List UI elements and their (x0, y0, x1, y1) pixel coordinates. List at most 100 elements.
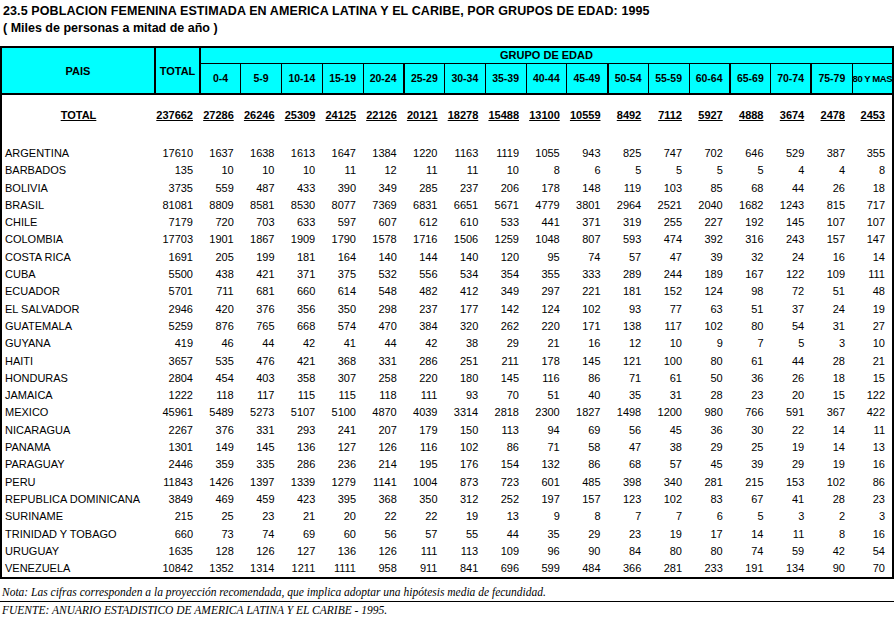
country-value-cell: 123 (608, 491, 649, 508)
country-value-cell: 39 (689, 249, 730, 266)
country-value-cell: 9 (689, 335, 730, 352)
country-value-cell: 28 (689, 387, 730, 404)
country-value-cell: 841 (445, 560, 486, 578)
country-value-cell: 95 (526, 249, 567, 266)
country-value-cell: 10 (852, 335, 893, 352)
country-value-cell: 5 (730, 162, 771, 179)
country-total-cell: 2804 (155, 370, 200, 387)
country-value-cell: 192 (730, 214, 771, 231)
age-column-header: 40-44 (526, 63, 567, 94)
country-value-cell: 90 (567, 543, 608, 560)
country-value-cell: 614 (322, 283, 363, 300)
country-value-cell: 297 (526, 283, 567, 300)
country-total-cell: 1222 (155, 387, 200, 404)
country-value-cell: 3 (852, 508, 893, 525)
country-total-cell: 5701 (155, 283, 200, 300)
country-value-cell: 646 (730, 145, 771, 162)
country-value-cell: 876 (200, 318, 241, 335)
country-total-cell: 81081 (155, 197, 200, 214)
country-value-cell: 113 (445, 543, 486, 560)
country-value-cell: 10 (200, 162, 241, 179)
country-value-cell: 80 (648, 543, 689, 560)
country-value-cell: 121 (608, 353, 649, 370)
country-value-cell: 6 (689, 508, 730, 525)
country-value-cell: 39 (730, 456, 771, 473)
country-value-cell: 421 (282, 353, 323, 370)
country-name-cell: COSTA RICA (1, 249, 155, 266)
country-value-cell: 54 (852, 543, 893, 560)
footer-note: Nota: Las cifras corresponden a la proye… (2, 586, 546, 598)
country-value-cell: 134 (771, 560, 812, 578)
country-value-cell: 412 (445, 283, 486, 300)
country-value-cell: 74 (241, 526, 282, 543)
country-value-cell: 421 (241, 266, 282, 283)
country-value-cell: 111 (852, 266, 893, 283)
country-value-cell: 127 (282, 543, 323, 560)
country-value-cell: 289 (608, 266, 649, 283)
country-value-cell: 50 (689, 370, 730, 387)
country-value-cell: 23 (852, 491, 893, 508)
country-value-cell: 4039 (404, 404, 445, 421)
country-name-cell: BRASIL (1, 197, 155, 214)
country-value-cell: 195 (404, 456, 445, 473)
country-value-cell: 319 (608, 214, 649, 231)
country-value-cell: 31 (811, 318, 852, 335)
country-total-cell: 135 (155, 162, 200, 179)
country-value-cell: 140 (363, 249, 404, 266)
country-value-cell: 11 (404, 162, 445, 179)
country-row: HAITI36575354764213683312862512111781451… (1, 353, 893, 370)
country-value-cell: 1498 (608, 404, 649, 421)
country-value-cell: 422 (852, 404, 893, 421)
country-value-cell: 19 (771, 439, 812, 456)
country-name-cell: PARAGUAY (1, 456, 155, 473)
country-value-cell: 980 (689, 404, 730, 421)
country-row: COSTA RICA169120519918116414014414012095… (1, 249, 893, 266)
country-value-cell: 26 (771, 370, 812, 387)
country-value-cell: 8581 (241, 197, 282, 214)
country-value-cell: 109 (485, 543, 526, 560)
country-value-cell: 354 (485, 266, 526, 283)
country-value-cell: 601 (526, 474, 567, 491)
country-value-cell: 1220 (404, 145, 445, 162)
country-row: PERU118431426139713391279114110048737236… (1, 474, 893, 491)
country-value-cell: 41 (771, 491, 812, 508)
country-value-cell: 1352 (200, 560, 241, 578)
col-header-grupo-de-edad: GRUPO DE EDAD (200, 47, 893, 63)
country-value-cell: 136 (322, 543, 363, 560)
country-row: HONDURAS28044544033583072582201801451168… (1, 370, 893, 387)
country-row: PANAMA1301149145136127126116102867158473… (1, 439, 893, 456)
country-value-cell: 368 (322, 353, 363, 370)
country-row: GUYANA419464442414442382921161210975310 (1, 335, 893, 352)
country-value-cell: 367 (811, 404, 852, 421)
country-value-cell: 355 (852, 145, 893, 162)
country-value-cell: 145 (241, 439, 282, 456)
country-value-cell: 197 (526, 491, 567, 508)
country-value-cell: 660 (282, 283, 323, 300)
total-row-cell: 27286 (200, 94, 241, 127)
country-row: BRASIL8108188098581853080777369683166515… (1, 197, 893, 214)
country-value-cell: 42 (282, 335, 323, 352)
country-value-cell: 1827 (567, 404, 608, 421)
country-value-cell: 366 (608, 560, 649, 578)
country-value-cell: 476 (241, 353, 282, 370)
country-row: TRINIDAD Y TOBAGO66073746960565755443529… (1, 526, 893, 543)
country-value-cell: 27 (852, 318, 893, 335)
country-value-cell: 593 (608, 231, 649, 248)
country-value-cell: 11 (445, 162, 486, 179)
country-value-cell: 4 (811, 162, 852, 179)
country-value-cell: 31 (648, 387, 689, 404)
country-value-cell: 350 (322, 301, 363, 318)
country-total-cell: 660 (155, 526, 200, 543)
country-value-cell: 1004 (404, 474, 445, 491)
country-value-cell: 32 (730, 249, 771, 266)
country-value-cell: 454 (200, 370, 241, 387)
country-value-cell: 548 (363, 283, 404, 300)
country-value-cell: 138 (608, 318, 649, 335)
country-value-cell: 20 (771, 387, 812, 404)
country-value-cell: 3801 (567, 197, 608, 214)
country-value-cell: 10 (485, 162, 526, 179)
country-row: COLOMBIA17703190118671909179015781716150… (1, 231, 893, 248)
country-value-cell: 5107 (282, 404, 323, 421)
country-value-cell: 154 (485, 456, 526, 473)
country-value-cell: 241 (322, 422, 363, 439)
